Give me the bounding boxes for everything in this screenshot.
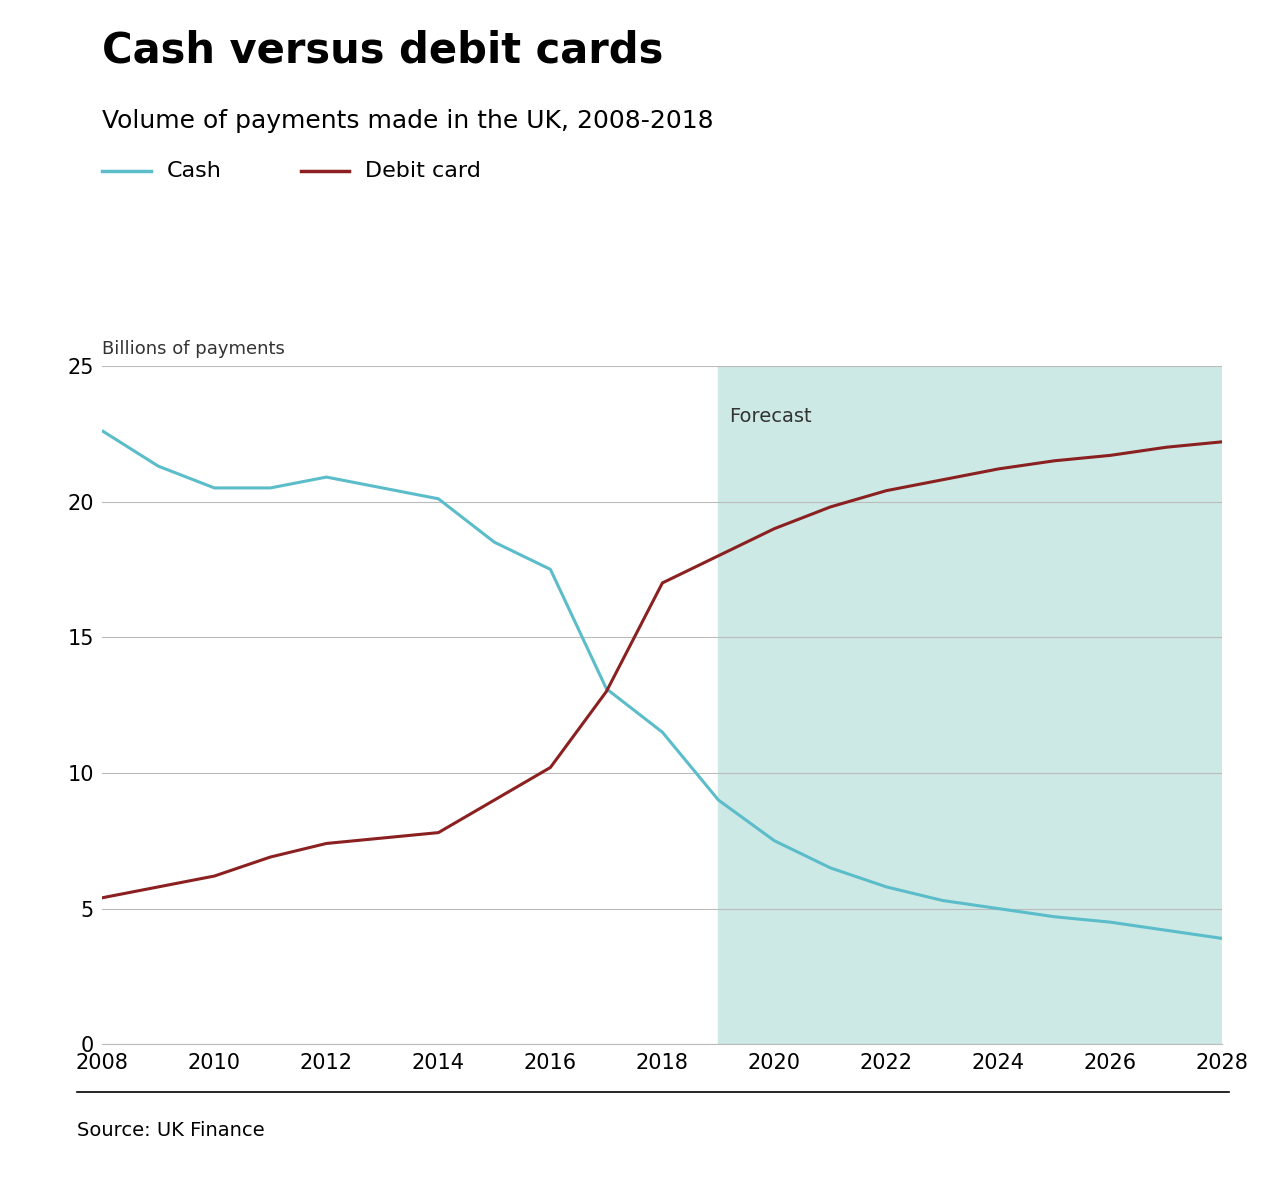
- Text: Billions of payments: Billions of payments: [102, 340, 285, 358]
- Text: BBC: BBC: [1170, 1115, 1204, 1134]
- Text: Cash: Cash: [166, 162, 221, 181]
- Text: Cash versus debit cards: Cash versus debit cards: [102, 30, 664, 72]
- Text: Volume of payments made in the UK, 2008-2018: Volume of payments made in the UK, 2008-…: [102, 109, 714, 132]
- Text: Source: UK Finance: Source: UK Finance: [77, 1121, 265, 1140]
- Bar: [718, 366, 1251, 1044]
- Text: Debit card: Debit card: [365, 162, 481, 181]
- Text: Forecast: Forecast: [730, 406, 813, 426]
